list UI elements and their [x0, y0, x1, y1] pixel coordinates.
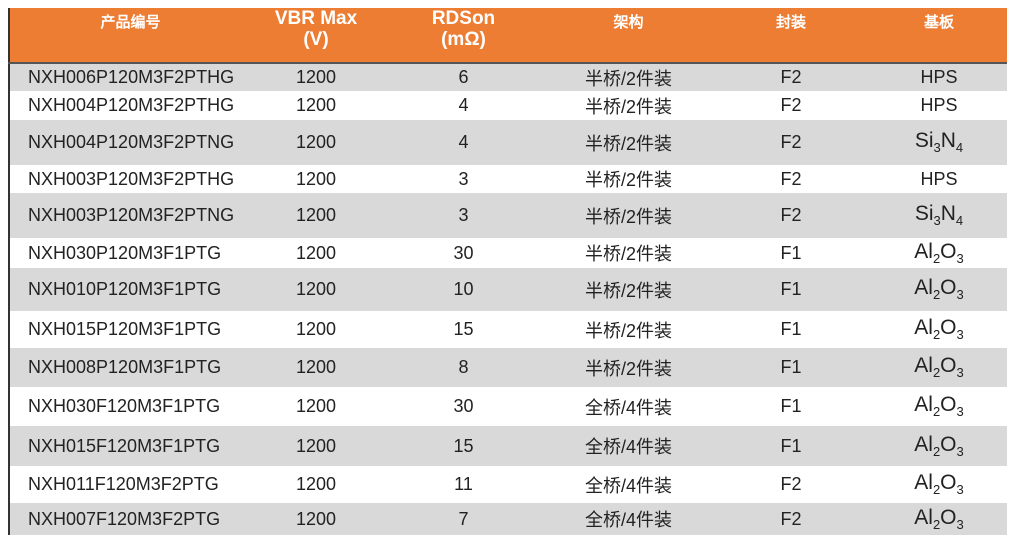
cell-vbr-max: 1200 [251, 120, 381, 165]
cell-part-number: NXH003P120M3F2PTHG [28, 168, 235, 189]
cell-rdson: 3 [381, 193, 546, 238]
cell-vbr-max: 1200 [251, 348, 381, 387]
cell-vbr-max: 1200 [295, 95, 337, 115]
table-row: NXH030F120M3F1PTG 1200 30 全桥/4件装 F1 Al2O3 [9, 387, 1007, 426]
cell-substrate: Si3N4 [871, 120, 1007, 165]
cell-substrate: Al2O3 [914, 316, 964, 343]
cell-rdson: 4 [381, 120, 546, 165]
cell-rdson: 11 [454, 474, 473, 494]
table-row: NXH003P120M3F2PTNG 1200 3 半桥/2件装 F2 Si3N4 [9, 193, 1007, 238]
cell-rdson: 30 [453, 396, 474, 416]
cell-vbr-max: 1200 [251, 193, 381, 238]
cell-part-number: NXH008P120M3F1PTG [9, 348, 251, 387]
table-row: NXH006P120M3F2PTHG 1200 6 半桥/2件装 F2 HPS [9, 63, 1007, 91]
cell-vbr-max: 1200 [251, 503, 381, 535]
table-row: NXH004P120M3F2PTHG 1200 4 半桥/2件装 F2 HPS [9, 91, 1007, 120]
cell-vbr-max: 1200 [295, 168, 337, 189]
cell-part-number: NXH010P120M3F1PTG [9, 268, 251, 311]
cell-topology: 半桥/2件装 [584, 320, 672, 341]
cell-vbr-max: 1200 [251, 268, 381, 311]
cell-substrate: Al2O3 [914, 239, 964, 267]
cell-substrate: Al2O3 [914, 471, 964, 498]
table-row: NXH010P120M3F1PTG 1200 10 半桥/2件装 F1 Al2O3 [9, 268, 1007, 311]
column-header-part-number: 产品编号 [9, 8, 251, 64]
cell-rdson: 10 [381, 268, 546, 311]
cell-topology: 半桥/2件装 [584, 96, 672, 117]
cell-topology: 半桥/2件装 [546, 63, 711, 91]
cell-vbr-max: 1200 [295, 396, 337, 416]
cell-vbr-max: 1200 [251, 426, 381, 466]
cell-rdson: 15 [453, 319, 474, 339]
cell-rdson: 4 [458, 95, 469, 115]
cell-substrate: HPS [920, 168, 958, 189]
cell-package: F1 [711, 348, 871, 387]
cell-substrate: Al2O3 [871, 426, 1007, 466]
column-header-rdson: RDSon (mΩ) [381, 8, 546, 64]
cell-substrate: Al2O3 [914, 393, 964, 420]
cell-vbr-max: 1200 [295, 242, 337, 263]
table-row: NXH003P120M3F2PTHG 1200 3 半桥/2件装 F2 HPS [9, 165, 1007, 193]
cell-part-number: NXH004P120M3F2PTNG [9, 120, 251, 165]
cell-rdson: 3 [458, 168, 469, 189]
cell-topology: 半桥/2件装 [584, 170, 672, 190]
cell-package: F1 [780, 242, 802, 263]
cell-vbr-max: 1200 [295, 474, 337, 494]
table-row: NXH015P120M3F1PTG 1200 15 半桥/2件装 F1 Al2O3 [9, 311, 1007, 348]
cell-package: F2 [711, 120, 871, 165]
cell-package: F1 [711, 268, 871, 311]
cell-package: F1 [780, 319, 802, 339]
cell-part-number: NXH015F120M3F1PTG [9, 426, 251, 466]
cell-rdson: 8 [381, 348, 546, 387]
column-header-package: 封装 [711, 8, 871, 64]
table-row: NXH030P120M3F1PTG 1200 30 半桥/2件装 F1 Al2O3 [9, 238, 1007, 268]
cell-topology: 半桥/2件装 [584, 244, 672, 264]
cell-topology: 半桥/2件装 [546, 193, 711, 238]
column-header-substrate: 基板 [871, 8, 1007, 64]
cell-rdson: 7 [381, 503, 546, 535]
cell-part-number: NXH015P120M3F1PTG [28, 319, 222, 339]
cell-topology: 半桥/2件装 [546, 348, 711, 387]
product-table: 产品编号 VBR Max (V) RDSon (mΩ) 架构 封装 基板 NXH006P1… [8, 8, 1007, 535]
cell-part-number: NXH030P120M3F1PTG [28, 242, 222, 263]
cell-substrate: Si3N4 [871, 193, 1007, 238]
table-row: NXH004P120M3F2PTNG 1200 4 半桥/2件装 F2 Si3N4 [9, 120, 1007, 165]
cell-rdson: 15 [381, 426, 546, 466]
table-row: NXH011F120M3F2PTG 1200 11 全桥/4件装 F2 Al2O3 [9, 466, 1007, 503]
cell-package: F1 [780, 396, 802, 416]
cell-part-number: NXH007F120M3F2PTG [9, 503, 251, 535]
cell-package: F2 [711, 63, 871, 91]
column-header-topology: 架构 [546, 8, 711, 64]
cell-part-number: NXH011F120M3F2PTG [28, 474, 219, 494]
cell-topology: 全桥/4件装 [584, 475, 672, 496]
cell-package: F2 [780, 95, 802, 115]
table-row: NXH007F120M3F2PTG 1200 7 全桥/4件装 F2 Al2O3 [9, 503, 1007, 535]
cell-vbr-max: 1200 [295, 319, 337, 339]
cell-part-number: NXH003P120M3F2PTNG [9, 193, 251, 238]
cell-substrate: Al2O3 [871, 503, 1007, 535]
cell-part-number: NXH004P120M3F2PTHG [28, 95, 235, 115]
cell-substrate: Al2O3 [871, 348, 1007, 387]
cell-package: F2 [780, 474, 802, 494]
cell-part-number: NXH030F120M3F1PTG [28, 396, 221, 416]
table-row: NXH015F120M3F1PTG 1200 15 全桥/4件装 F1 Al2O3 [9, 426, 1007, 466]
cell-topology: 半桥/2件装 [546, 268, 711, 311]
cell-rdson: 6 [381, 63, 546, 91]
cell-topology: 全桥/4件装 [546, 503, 711, 535]
cell-substrate: HPS [920, 95, 958, 115]
cell-package: F2 [711, 503, 871, 535]
cell-rdson: 30 [453, 242, 474, 263]
cell-substrate: HPS [871, 63, 1007, 91]
column-header-vbr-max: VBR Max (V) [251, 8, 381, 64]
cell-topology: 全桥/4件装 [584, 397, 672, 418]
cell-package: F1 [711, 426, 871, 466]
table-row: NXH008P120M3F1PTG 1200 8 半桥/2件装 F1 Al2O3 [9, 348, 1007, 387]
cell-topology: 全桥/4件装 [546, 426, 711, 466]
cell-topology: 半桥/2件装 [546, 120, 711, 165]
header-row: 产品编号 VBR Max (V) RDSon (mΩ) 架构 封装 基板 [9, 8, 1007, 64]
cell-package: F2 [711, 193, 871, 238]
cell-package: F2 [780, 168, 802, 189]
cell-part-number: NXH006P120M3F2PTHG [9, 63, 251, 91]
cell-substrate: Al2O3 [871, 268, 1007, 311]
cell-vbr-max: 1200 [251, 63, 381, 91]
